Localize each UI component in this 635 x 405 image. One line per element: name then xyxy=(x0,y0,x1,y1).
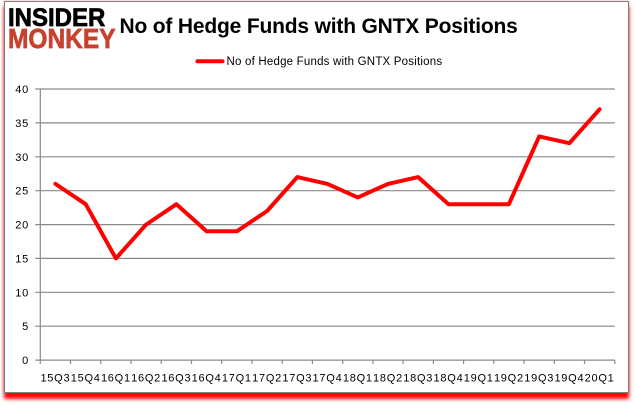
svg-text:15: 15 xyxy=(15,253,29,265)
svg-text:40: 40 xyxy=(15,84,29,96)
svg-text:30: 30 xyxy=(15,152,29,164)
svg-text:19Q4: 19Q4 xyxy=(554,372,584,384)
svg-text:15Q4: 15Q4 xyxy=(71,372,101,384)
svg-text:25: 25 xyxy=(15,186,29,198)
svg-text:20Q1: 20Q1 xyxy=(585,372,615,384)
svg-text:No of Hedge Funds with GNTX Po: No of Hedge Funds with GNTX Positions xyxy=(227,56,443,68)
svg-text:16Q2: 16Q2 xyxy=(131,372,161,384)
svg-text:16Q3: 16Q3 xyxy=(161,372,191,384)
svg-text:10: 10 xyxy=(15,287,29,299)
svg-text:16Q1: 16Q1 xyxy=(101,372,131,384)
svg-text:17Q1: 17Q1 xyxy=(222,372,252,384)
svg-text:17Q3: 17Q3 xyxy=(282,372,312,384)
svg-text:35: 35 xyxy=(15,118,29,130)
svg-text:20: 20 xyxy=(15,220,29,232)
svg-text:17Q4: 17Q4 xyxy=(313,372,343,384)
svg-text:15Q3: 15Q3 xyxy=(40,372,70,384)
svg-text:No of Hedge Funds with GNTX Po: No of Hedge Funds with GNTX Positions xyxy=(120,15,518,38)
svg-text:19Q1: 19Q1 xyxy=(464,372,494,384)
svg-text:18Q4: 18Q4 xyxy=(434,372,464,384)
svg-text:18Q1: 18Q1 xyxy=(343,372,373,384)
svg-text:17Q2: 17Q2 xyxy=(252,372,282,384)
svg-text:18Q3: 18Q3 xyxy=(403,372,433,384)
svg-text:16Q4: 16Q4 xyxy=(192,372,222,384)
svg-text:19Q3: 19Q3 xyxy=(524,372,554,384)
svg-text:5: 5 xyxy=(22,321,29,333)
svg-text:0: 0 xyxy=(22,355,29,367)
svg-text:19Q2: 19Q2 xyxy=(494,372,524,384)
svg-text:18Q2: 18Q2 xyxy=(373,372,403,384)
